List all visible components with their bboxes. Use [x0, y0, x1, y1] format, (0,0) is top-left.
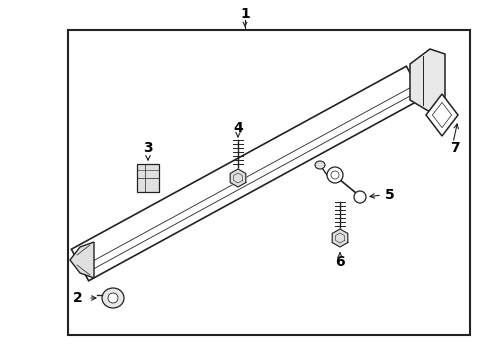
- Polygon shape: [425, 94, 457, 136]
- Text: 1: 1: [240, 7, 249, 21]
- Ellipse shape: [326, 167, 342, 183]
- Text: 5: 5: [385, 188, 394, 202]
- Bar: [68, 30, 469, 335]
- Ellipse shape: [108, 293, 118, 303]
- Polygon shape: [71, 66, 423, 281]
- Bar: [137, 164, 159, 192]
- Polygon shape: [70, 242, 94, 278]
- Ellipse shape: [353, 191, 365, 203]
- Text: 6: 6: [334, 255, 344, 269]
- Polygon shape: [409, 49, 444, 112]
- Ellipse shape: [102, 288, 124, 308]
- Ellipse shape: [314, 161, 325, 169]
- Polygon shape: [331, 229, 347, 247]
- Text: 4: 4: [233, 121, 243, 135]
- Text: 2: 2: [73, 291, 82, 305]
- Text: 7: 7: [449, 141, 459, 155]
- Polygon shape: [230, 169, 245, 187]
- Text: 3: 3: [143, 141, 153, 155]
